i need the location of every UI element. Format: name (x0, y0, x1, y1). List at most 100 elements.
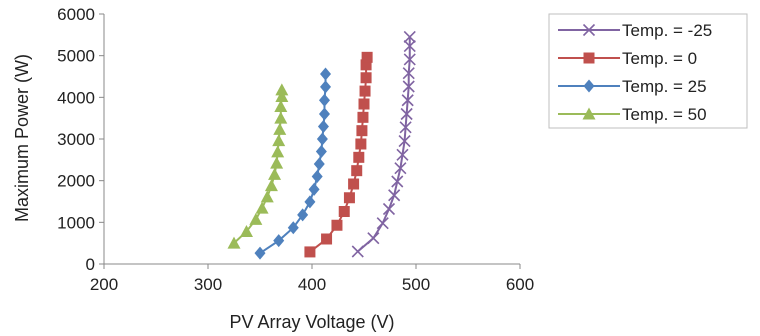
x-marker (388, 189, 401, 202)
diamond-marker (273, 234, 285, 248)
x-marker (403, 53, 416, 66)
triangle-marker (268, 167, 282, 180)
x-marker (403, 40, 416, 53)
x-marker (396, 148, 409, 161)
triangle-marker (272, 134, 286, 147)
square-marker (359, 85, 371, 97)
x-marker-stroke (582, 23, 596, 37)
x-tick-label: 300 (194, 275, 222, 294)
square-marker (583, 52, 595, 64)
x-tick-label: 200 (90, 275, 118, 294)
square-marker (351, 165, 363, 177)
x-axis-title: PV Array Voltage (V) (229, 312, 394, 332)
x-marker-stroke (391, 175, 404, 188)
square-marker (304, 246, 316, 258)
diamond-marker (287, 221, 299, 235)
legend-label: Temp. = -25 (622, 21, 712, 40)
x-marker (403, 30, 416, 43)
series-x (351, 30, 416, 258)
x-marker (351, 245, 364, 258)
x-marker-stroke (402, 80, 415, 93)
square-marker (353, 151, 365, 163)
x-marker-stroke (382, 202, 396, 216)
legend-label: Temp. = 50 (622, 105, 707, 124)
diamond-marker (304, 195, 316, 209)
x-marker (582, 23, 596, 37)
x-marker-stroke (403, 53, 416, 66)
x-marker-stroke (401, 94, 414, 107)
diamond-marker (320, 67, 332, 81)
x-marker-stroke (398, 135, 411, 148)
legend-label: Temp. = 0 (622, 49, 697, 68)
x-marker (376, 217, 389, 230)
x-tick-label: 600 (506, 275, 534, 294)
triangle-marker (260, 190, 274, 203)
square-marker (343, 192, 355, 204)
square-marker (361, 51, 373, 63)
series-square (304, 51, 373, 258)
x-marker-stroke (396, 148, 409, 161)
x-marker (400, 107, 413, 121)
legend-item: Temp. = 25 (558, 77, 707, 96)
series-triangle (227, 83, 289, 249)
triangle-marker (582, 107, 596, 120)
y-tick-label: 6000 (57, 5, 95, 24)
triangle-marker (273, 122, 287, 135)
square-marker (360, 72, 372, 84)
x-marker (402, 80, 415, 93)
triangle-marker (227, 236, 241, 249)
legend: Temp. = -25 Temp. = 0 Temp. = 25 Temp. = 50 (548, 13, 748, 129)
x-tick-label: 500 (402, 275, 430, 294)
square-marker (356, 125, 368, 137)
y-tick-label: 5000 (57, 47, 95, 66)
x-marker-stroke (367, 232, 380, 245)
triangle-marker (239, 225, 253, 237)
x-marker-stroke (403, 30, 416, 43)
square-marker (331, 219, 343, 231)
y-tick-label: 4000 (57, 88, 95, 107)
x-marker-stroke (399, 121, 412, 134)
x-tick-label: 400 (298, 275, 326, 294)
diamond-marker (583, 79, 595, 93)
triangle-marker (249, 212, 263, 225)
triangle-marker (264, 179, 278, 192)
square-marker (338, 206, 350, 217)
x-marker-stroke (400, 107, 413, 121)
x-marker (394, 162, 407, 175)
triangle-marker (275, 90, 289, 102)
x-marker (382, 202, 396, 216)
diamond-marker (311, 170, 323, 183)
square-marker (360, 59, 372, 71)
diamond-marker (297, 208, 309, 222)
square-marker (321, 233, 333, 245)
x-marker (391, 175, 404, 188)
diamond-marker (318, 93, 330, 107)
triangle-marker (275, 83, 289, 96)
x-marker-stroke (403, 40, 416, 53)
triangle-marker (255, 201, 269, 214)
diamond-marker (308, 182, 320, 196)
triangle-marker (271, 145, 285, 158)
series-diamond (254, 67, 332, 260)
y-tick-label: 1000 (57, 213, 95, 232)
y-tick-label: 3000 (57, 130, 95, 149)
legend-item: Temp. = 50 (558, 105, 707, 124)
square-marker (358, 98, 370, 110)
diamond-marker (254, 246, 266, 260)
diamond-marker (317, 120, 329, 133)
diamond-marker (313, 157, 325, 171)
triangle-marker (274, 111, 288, 124)
x-marker (402, 67, 415, 80)
x-marker-stroke (402, 67, 415, 80)
square-marker (355, 138, 367, 150)
legend-label: Temp. = 25 (622, 77, 707, 96)
series-line (309, 57, 369, 253)
x-marker-stroke (351, 245, 364, 258)
square-marker (348, 178, 360, 190)
x-marker-stroke (388, 189, 401, 202)
legend-item: Temp. = -25 (558, 21, 712, 40)
diamond-marker (318, 107, 330, 121)
data-series (227, 30, 416, 260)
